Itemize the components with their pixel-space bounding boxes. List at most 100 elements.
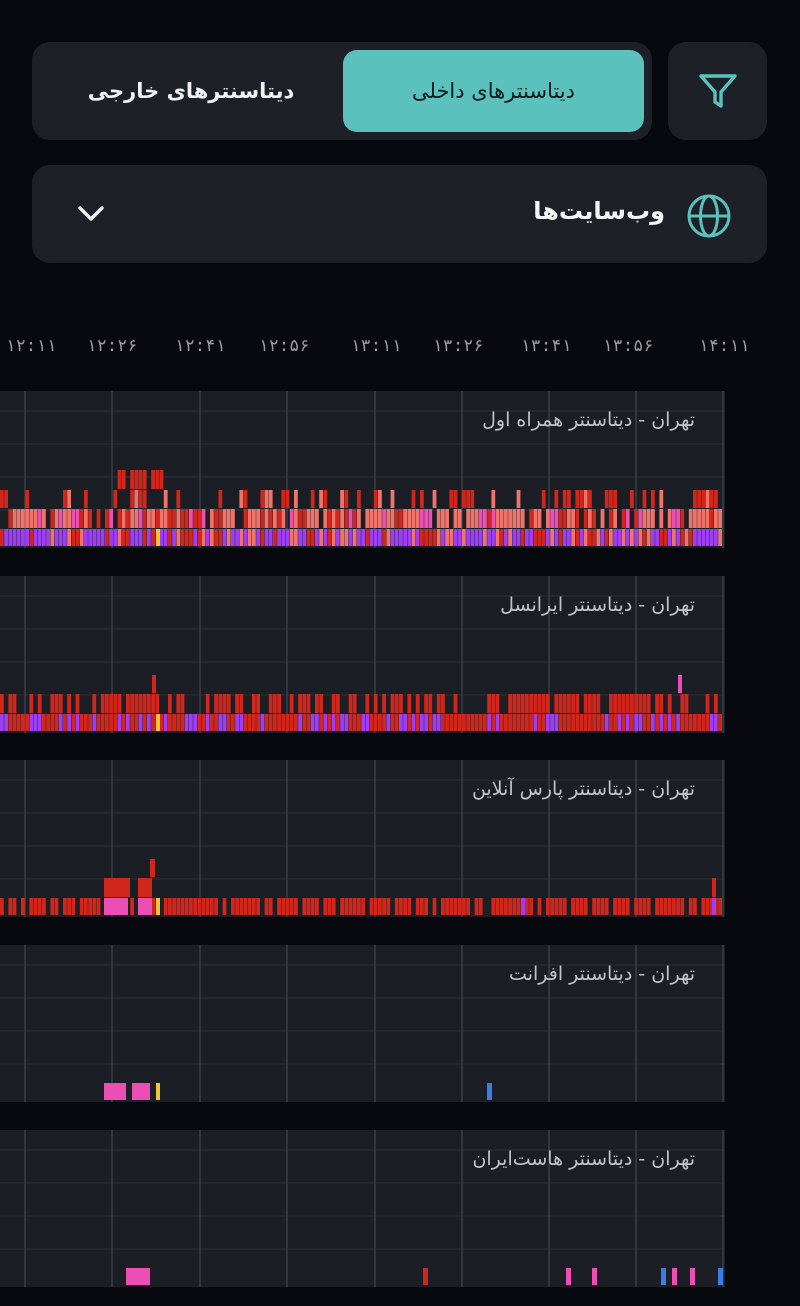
status-bar <box>466 509 470 528</box>
status-bar <box>386 509 391 528</box>
status-bar <box>701 509 706 528</box>
status-bar <box>575 529 580 546</box>
status-bar <box>113 694 118 713</box>
tab-internal-datacenters[interactable]: دیتاسنترهای داخلی <box>343 50 644 132</box>
status-bar <box>130 694 134 713</box>
status-bar <box>344 509 349 528</box>
time-tick: ۱۳:۱۱ <box>350 336 402 356</box>
status-bar <box>604 898 609 915</box>
status-bar <box>205 714 210 731</box>
status-bar <box>638 529 643 546</box>
status-bar <box>369 714 374 731</box>
status-bar <box>520 529 525 546</box>
status-bar <box>642 714 647 731</box>
status-bar <box>4 714 8 731</box>
status-bar <box>130 509 134 528</box>
chevron-down-icon[interactable] <box>76 203 106 225</box>
status-bar <box>504 529 508 546</box>
status-bar <box>130 898 134 915</box>
status-bar <box>693 490 697 508</box>
status-bar <box>541 714 546 731</box>
status-bar <box>130 529 134 546</box>
status-bar <box>285 714 290 731</box>
status-bar <box>714 509 718 528</box>
status-bar <box>109 694 113 713</box>
status-bar <box>474 898 479 915</box>
status-bar <box>554 529 559 546</box>
status-bar <box>592 898 596 915</box>
dropdown-label: وب‌سایت‌ها <box>533 197 665 225</box>
status-bar <box>600 714 605 731</box>
status-bar <box>348 529 353 546</box>
status-bar <box>134 714 139 731</box>
status-bar <box>365 714 370 731</box>
status-bar <box>172 509 176 528</box>
status-bar <box>630 490 634 508</box>
status-bar <box>256 714 260 731</box>
status-bar <box>541 694 546 713</box>
status-bar <box>676 714 680 731</box>
status-bar <box>575 898 580 915</box>
status-bar <box>289 898 294 915</box>
status-bar <box>29 529 34 546</box>
status-bar <box>340 714 344 731</box>
status-bar <box>121 470 126 489</box>
status-bar <box>33 714 38 731</box>
status-bar <box>8 529 13 546</box>
status-bar <box>121 509 126 528</box>
status-bar <box>567 490 571 508</box>
status-bar <box>88 509 92 528</box>
status-bar <box>294 898 298 915</box>
status-bar <box>659 694 664 713</box>
status-bar <box>12 694 17 713</box>
status-bar <box>676 898 680 915</box>
status-bar <box>709 529 714 546</box>
status-bar <box>352 509 357 528</box>
status-bar <box>252 694 256 713</box>
status-bar <box>621 898 626 915</box>
filter-button[interactable] <box>668 42 767 140</box>
status-bar <box>260 509 265 528</box>
status-bar <box>525 714 529 731</box>
status-bar <box>336 529 340 546</box>
status-bar <box>63 490 67 508</box>
status-bar <box>344 714 349 731</box>
status-bar <box>588 509 592 528</box>
status-bar <box>705 714 710 731</box>
status-bar <box>583 898 588 915</box>
status-bar <box>424 529 428 546</box>
status-bar <box>121 714 126 731</box>
status-bar <box>340 509 344 528</box>
status-bar <box>289 529 294 546</box>
status-bar <box>659 714 664 731</box>
status-bar <box>592 694 596 713</box>
status-bar <box>33 898 38 915</box>
status-bar <box>357 490 361 508</box>
status-bar <box>327 509 332 528</box>
status-bar <box>558 509 563 528</box>
status-bar <box>4 529 8 546</box>
status-bar <box>508 529 512 546</box>
status-bar <box>407 529 412 546</box>
status-bar <box>537 898 542 915</box>
status-bar <box>655 898 659 915</box>
status-bar <box>462 714 466 731</box>
status-bar <box>281 898 286 915</box>
status-bar <box>344 529 349 546</box>
status-bar <box>373 509 378 528</box>
status-bar <box>411 529 416 546</box>
website-dropdown[interactable]: وب‌سایت‌ها <box>32 165 767 263</box>
status-bar <box>634 509 638 528</box>
status-bar <box>369 898 374 915</box>
status-bar <box>96 529 101 546</box>
status-bar <box>541 529 546 546</box>
status-bar <box>718 714 722 731</box>
status-bar <box>84 898 88 915</box>
status-bar <box>567 714 571 731</box>
tab-external-datacenters[interactable]: دیتاسنترهای خارجی <box>87 79 295 103</box>
status-bar <box>411 714 416 731</box>
status-bar <box>54 509 59 528</box>
status-bar <box>361 898 365 915</box>
status-bar <box>218 714 223 731</box>
status-bar <box>138 509 143 528</box>
